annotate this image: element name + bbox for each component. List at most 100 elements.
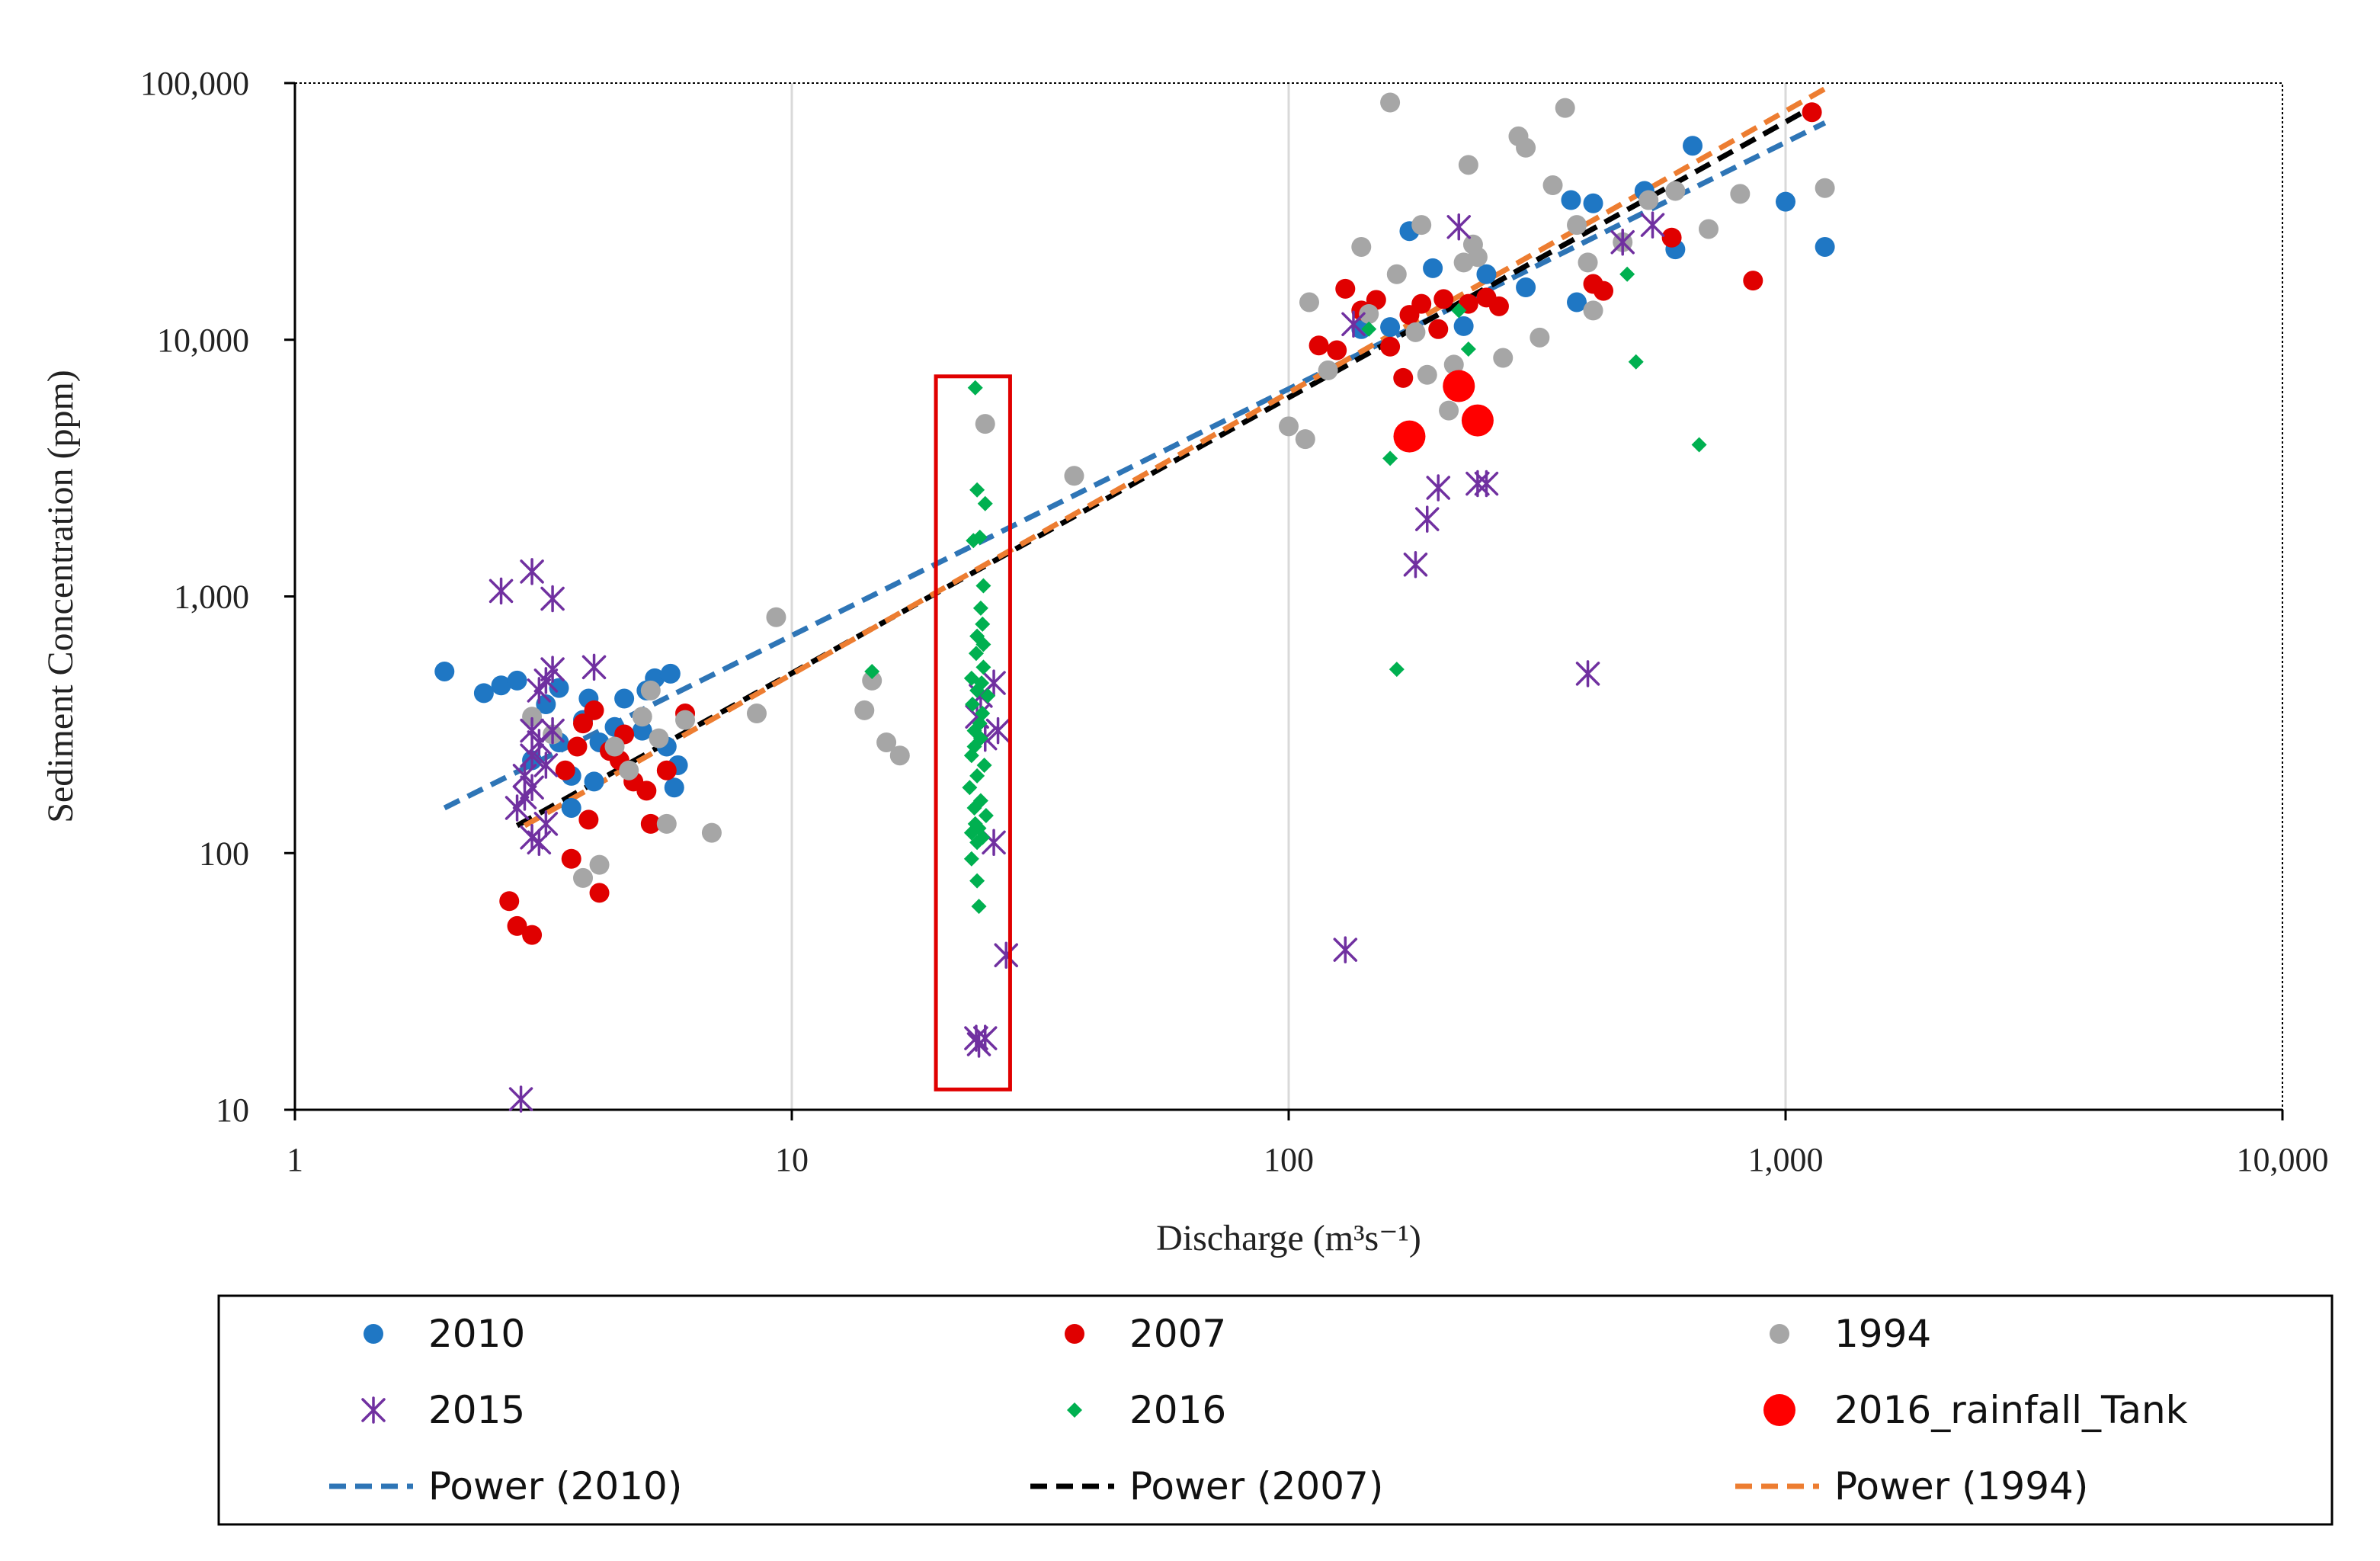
data-point: [1403, 551, 1428, 579]
data-point: [1389, 662, 1405, 678]
data-point: [1299, 292, 1319, 313]
data-point: [969, 873, 985, 889]
data-point: [1815, 236, 1835, 257]
data-point: [969, 482, 985, 498]
data-point: [636, 780, 657, 801]
data-point: [1453, 316, 1474, 336]
data-point: [499, 891, 520, 912]
data-point: [766, 607, 786, 627]
y-axis-title: Sediment Concentration (ppm): [40, 370, 81, 823]
axes: [284, 82, 2284, 1120]
data-point: [1619, 266, 1635, 282]
data-point: [1661, 227, 1682, 248]
legend-label: Power (2010): [428, 1464, 682, 1508]
data-point: [549, 678, 569, 698]
legend-item-1994: 1994: [1770, 1312, 1931, 1356]
data-point: [966, 800, 982, 816]
data-point: [1443, 370, 1475, 402]
data-point: [864, 663, 880, 679]
data-point: [1691, 437, 1707, 453]
legend-item-2010: 2010: [364, 1312, 525, 1356]
legend-item-2007: 2007: [1065, 1312, 1226, 1356]
x-tick-label: 1,000: [1748, 1141, 1824, 1178]
data-point: [1467, 247, 1488, 268]
data-point: [975, 659, 991, 675]
data-point: [1493, 348, 1514, 368]
trendline-power-1994: [523, 86, 1827, 829]
data-point: [1451, 303, 1467, 319]
x-tick-label: 10: [775, 1141, 809, 1178]
data-point: [965, 697, 981, 713]
data-point: [1382, 450, 1398, 466]
data-point: [1380, 336, 1401, 357]
data-point: [854, 700, 875, 720]
data-point: [656, 760, 677, 780]
data-point: [1555, 98, 1575, 118]
series-2010: [434, 136, 1835, 818]
x-tick-label: 100: [1264, 1141, 1314, 1178]
y-tick-label: 10,000: [157, 322, 249, 359]
data-point: [977, 495, 993, 511]
legend-marker: [1067, 1402, 1082, 1418]
x-axis-title: Discharge (m³s⁻¹): [1156, 1218, 1421, 1258]
data-point: [1411, 293, 1432, 314]
data-point: [664, 777, 684, 798]
data-point: [1333, 936, 1358, 963]
legend-label: 2016_rainfall_Tank: [1834, 1388, 2188, 1432]
data-point: [1815, 178, 1835, 198]
data-point: [972, 1024, 998, 1052]
data-point: [967, 380, 983, 396]
data-points: [434, 92, 1835, 1113]
legend-label: Power (1994): [1834, 1464, 2088, 1508]
data-point: [1699, 219, 1719, 239]
legend-item-power-2007: Power (2007): [1030, 1464, 1383, 1508]
data-point: [1414, 505, 1440, 533]
data-point: [1530, 327, 1550, 348]
data-point: [614, 688, 635, 709]
data-point: [701, 822, 722, 843]
legend-item-2016-rainfall-tank: 2016_rainfall_Tank: [1763, 1388, 2188, 1432]
data-point: [649, 728, 669, 748]
data-point: [1361, 321, 1377, 337]
data-point: [619, 760, 639, 780]
data-point: [1802, 102, 1822, 123]
data-point: [1640, 211, 1665, 239]
data-point: [1295, 429, 1315, 450]
data-point: [1458, 155, 1478, 175]
data-point: [1351, 236, 1372, 257]
data-point: [975, 616, 991, 632]
data-point: [533, 752, 559, 779]
data-point: [862, 670, 882, 691]
data-point: [660, 663, 681, 684]
data-point: [975, 578, 991, 594]
data-point: [1583, 193, 1603, 213]
data-point: [604, 736, 625, 757]
data-point: [656, 813, 677, 834]
data-point: [1380, 92, 1401, 113]
legend-label: 2010: [428, 1312, 525, 1356]
data-point: [1359, 303, 1379, 324]
legend-label: 1994: [1834, 1312, 1931, 1356]
data-point: [963, 748, 979, 764]
highlight-box: [934, 374, 1012, 1091]
data-point: [632, 707, 652, 727]
legend-item-power-2010: Power (2010): [329, 1464, 682, 1508]
data-point: [963, 851, 979, 867]
data-point: [876, 732, 897, 752]
data-point: [1446, 213, 1472, 241]
legend-label: 2015: [428, 1388, 525, 1432]
data-point: [589, 883, 610, 903]
data-point: [581, 653, 607, 681]
data-point: [561, 797, 581, 818]
data-point: [520, 558, 544, 585]
data-point: [1516, 137, 1536, 158]
legend-item-power-1994: Power (1994): [1735, 1464, 2088, 1508]
legend-marker: [361, 1396, 386, 1424]
data-point: [1638, 190, 1659, 210]
data-point: [491, 675, 511, 696]
data-point: [978, 808, 994, 824]
series-2015: [488, 211, 1665, 1113]
data-point: [1341, 310, 1366, 338]
data-point: [980, 688, 996, 704]
